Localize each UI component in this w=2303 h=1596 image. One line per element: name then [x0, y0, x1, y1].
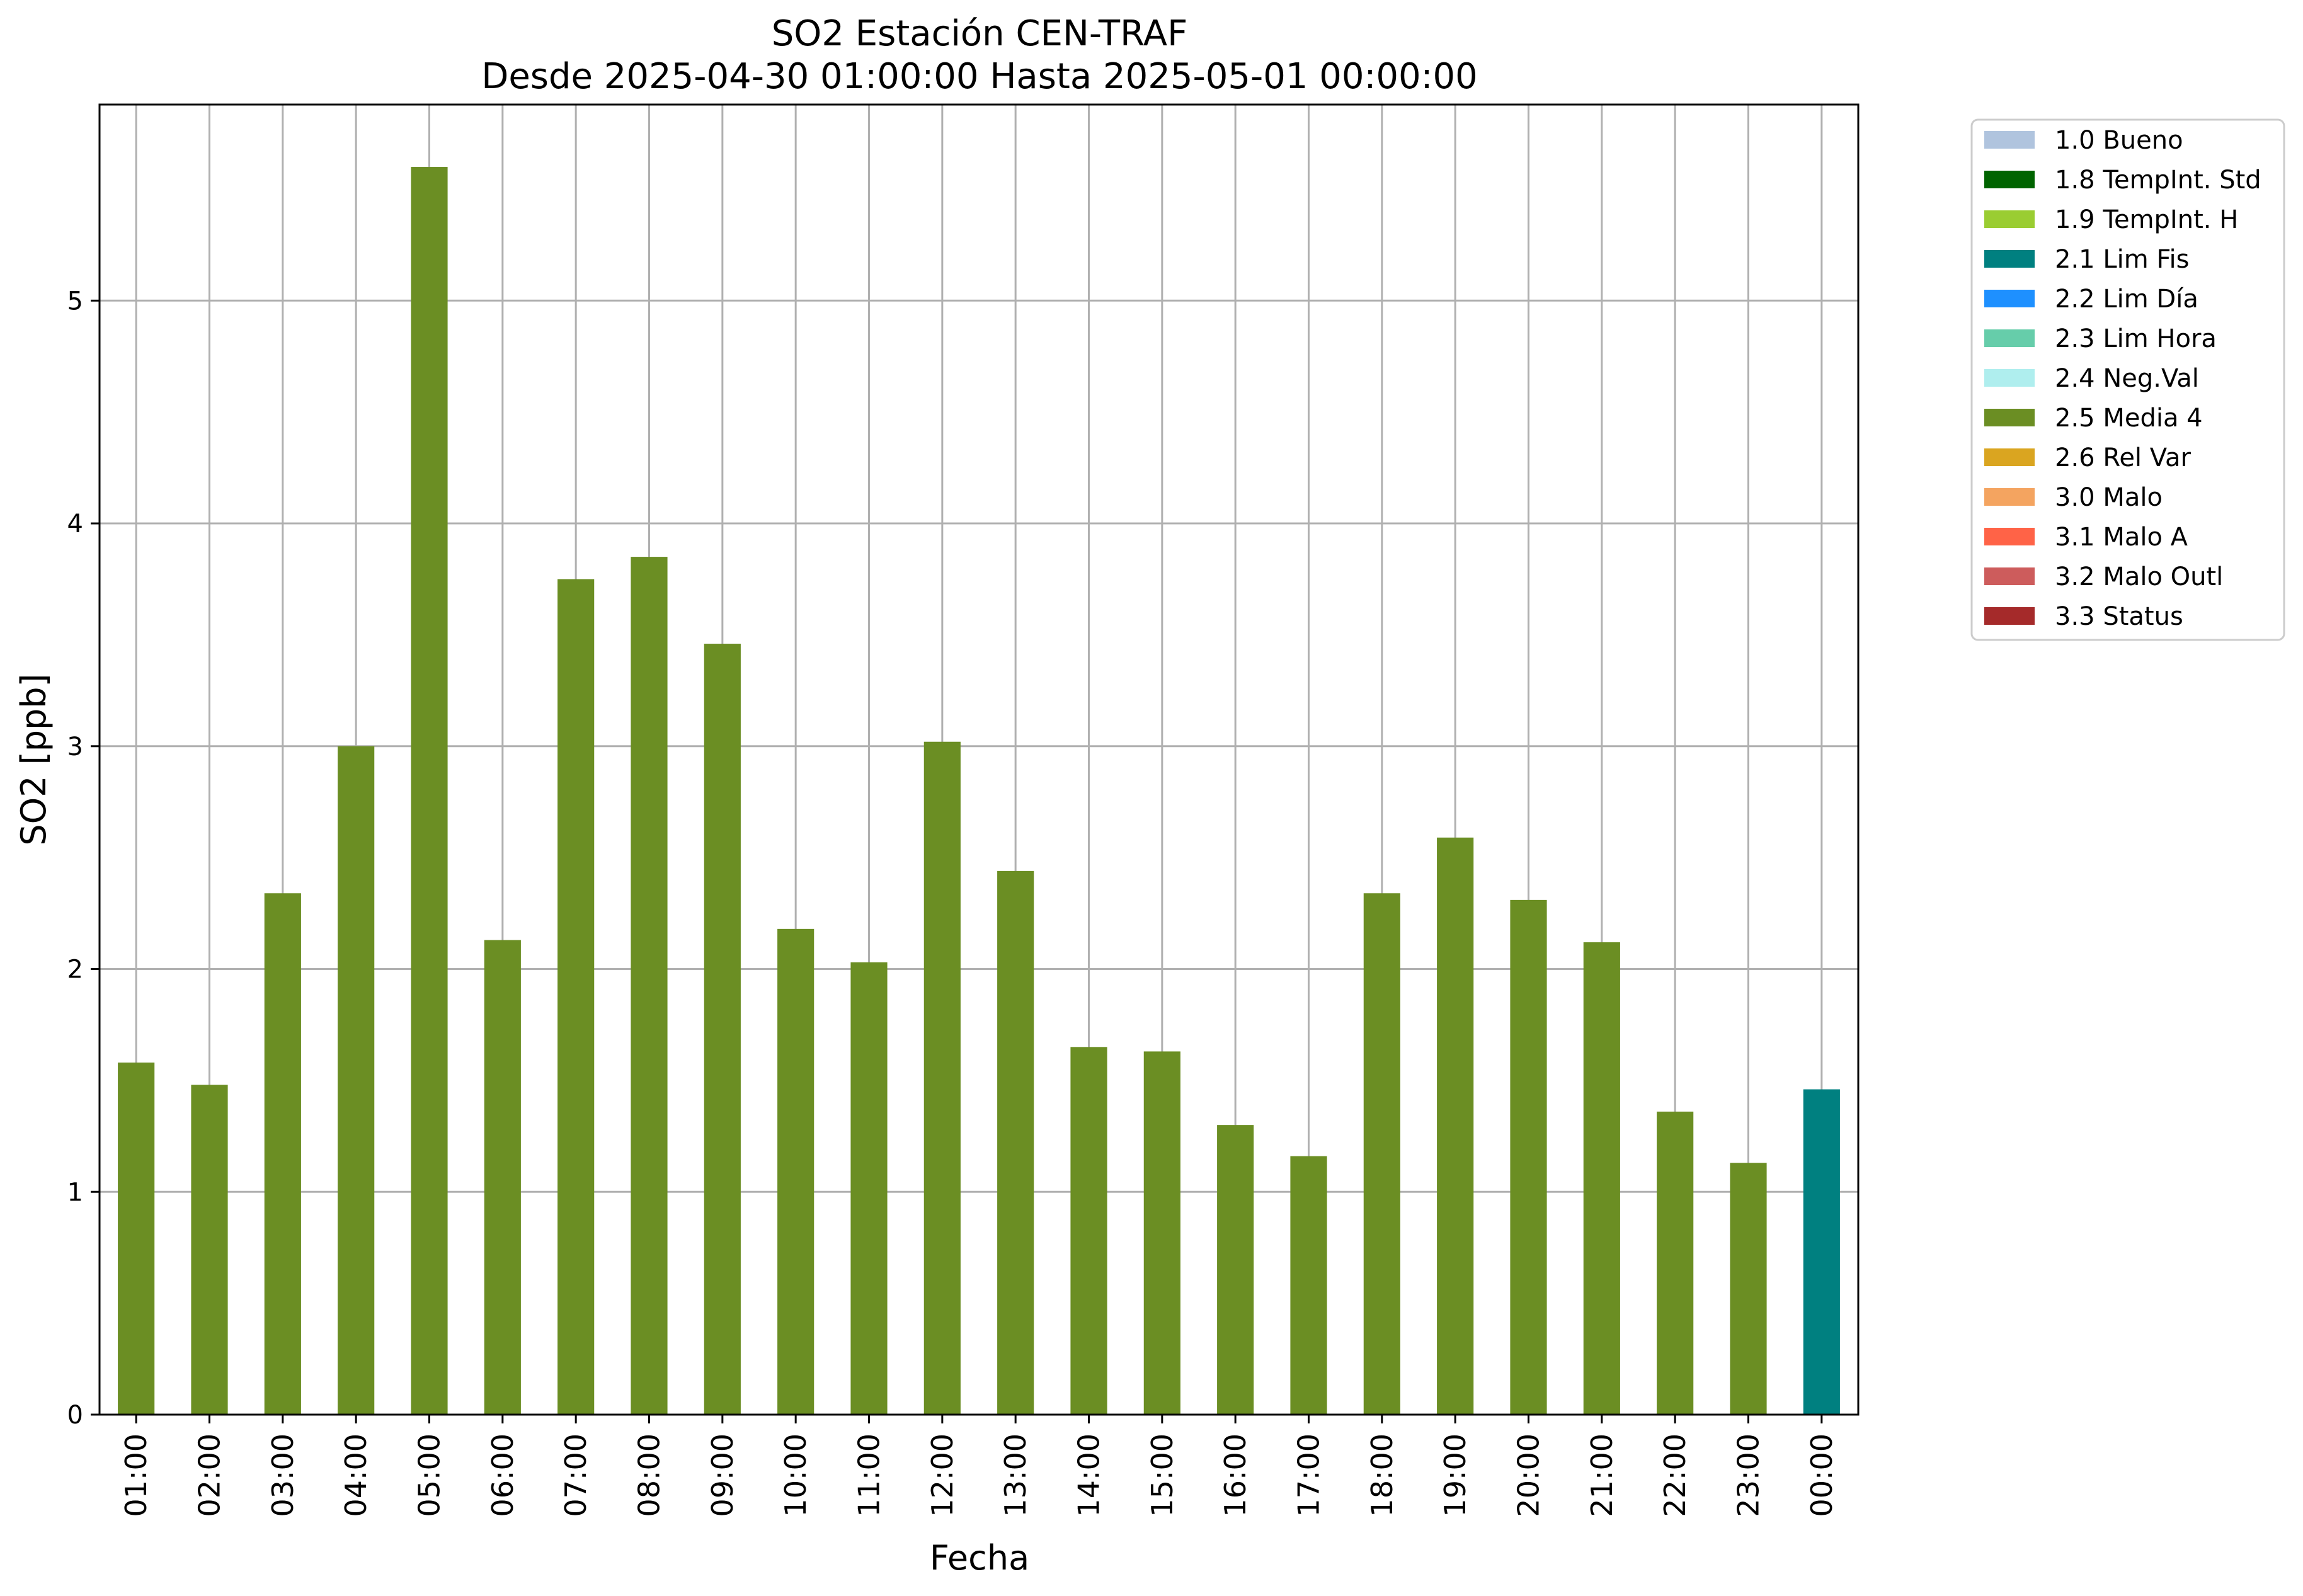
- y-tick-label: 2: [67, 955, 83, 984]
- legend-swatch: [1984, 567, 2035, 585]
- plot-frame: [98, 103, 1860, 1416]
- bar-1300: [997, 870, 1034, 1415]
- bar-1600: [1217, 1125, 1254, 1415]
- bar-1800: [1363, 893, 1400, 1415]
- chart-subtitle: Desde 2025-04-30 01:00:00 Hasta 2025-05-…: [481, 56, 1478, 97]
- legend-swatch: [1984, 607, 2035, 625]
- x-tick-label: 16:00: [1218, 1434, 1252, 1517]
- x-axis-label: Fecha: [930, 1538, 1029, 1578]
- bar-0600: [484, 940, 521, 1415]
- x-tick-label: 02:00: [193, 1434, 227, 1517]
- x-tick-label: 17:00: [1292, 1434, 1326, 1517]
- x-tick-label: 13:00: [998, 1434, 1032, 1517]
- bar-0000: [1803, 1089, 1840, 1415]
- y-tick-label: 0: [67, 1401, 83, 1430]
- bar-1100: [850, 962, 888, 1415]
- bar-2300: [1730, 1163, 1767, 1415]
- legend-swatch: [1984, 528, 2035, 545]
- bar-1400: [1070, 1047, 1107, 1415]
- bars-group: [118, 167, 1840, 1415]
- bar-0200: [191, 1085, 228, 1415]
- y-tick-label: 1: [67, 1178, 83, 1207]
- x-tick-label: 03:00: [266, 1434, 300, 1517]
- legend-swatch: [1984, 329, 2035, 347]
- x-tick-label: 22:00: [1658, 1434, 1692, 1517]
- y-tick-label: 3: [67, 732, 83, 761]
- legend-label: 2.1 Lim Fis: [2055, 245, 2189, 274]
- y-tick-label: 4: [67, 510, 83, 539]
- bar-1000: [777, 928, 814, 1415]
- legend-swatch: [1984, 488, 2035, 506]
- x-tick-label: 04:00: [339, 1434, 373, 1517]
- x-axis: 01:00 02:00 03:00 04:00 05:00 06:00 07:00 08:00…: [119, 1415, 1839, 1517]
- bar-0300: [264, 893, 301, 1415]
- legend-label: 1.0 Bueno: [2055, 126, 2183, 155]
- x-tick-label: 00:00: [1805, 1434, 1839, 1517]
- legend-label: 2.4 Neg.Val: [2055, 364, 2199, 393]
- x-tick-label: 01:00: [119, 1434, 153, 1517]
- legend-swatch: [1984, 409, 2035, 426]
- legend-swatch: [1984, 250, 2035, 268]
- legend-label: 2.2 Lim Día: [2055, 285, 2198, 314]
- x-tick-label: 07:00: [559, 1434, 593, 1517]
- x-tick-label: 18:00: [1365, 1434, 1399, 1517]
- x-tick-label: 12:00: [925, 1434, 959, 1517]
- x-tick-label: 20:00: [1512, 1434, 1546, 1517]
- x-tick-label: 11:00: [852, 1434, 886, 1517]
- x-tick-label: 14:00: [1072, 1434, 1106, 1517]
- legend-frame: [1970, 118, 2285, 641]
- legend-swatch: [1984, 131, 2035, 149]
- y-axis: 0 1 2 3 4 5: [67, 287, 100, 1430]
- bar-0700: [557, 579, 595, 1415]
- legend-label: 2.3 Lim Hora: [2055, 324, 2217, 353]
- bar-1200: [923, 741, 961, 1415]
- legend-label: 2.6 Rel Var: [2055, 443, 2192, 472]
- x-tick-label: 06:00: [486, 1434, 520, 1517]
- legend-label: 1.9 TempInt. H: [2055, 205, 2238, 234]
- x-tick-label: 09:00: [706, 1434, 740, 1517]
- legend-swatch: [1984, 290, 2035, 307]
- chart-title: SO2 Estación CEN-TRAF: [772, 13, 1188, 54]
- bar-0500: [411, 167, 448, 1415]
- x-tick-label: 05:00: [413, 1434, 447, 1517]
- legend-label: 1.8 TempInt. Std: [2055, 166, 2261, 195]
- bar-0100: [118, 1063, 155, 1415]
- bar-0400: [338, 746, 375, 1415]
- x-tick-label: 10:00: [779, 1434, 813, 1517]
- bar-2100: [1583, 942, 1620, 1415]
- legend-label: 3.3 Status: [2055, 602, 2183, 631]
- legend-swatch: [1984, 369, 2035, 387]
- bar-0800: [631, 557, 668, 1415]
- legend-swatch: [1984, 448, 2035, 466]
- x-tick-label: 21:00: [1585, 1434, 1619, 1517]
- x-tick-label: 19:00: [1438, 1434, 1472, 1517]
- bar-2200: [1657, 1111, 1694, 1415]
- legend: 1.0 Bueno 1.8 TempInt. Std 1.9 TempInt. H 2…: [1970, 118, 2285, 641]
- y-tick-label: 5: [67, 287, 83, 316]
- x-tick-label: 08:00: [632, 1434, 666, 1517]
- x-tick-label: 23:00: [1732, 1434, 1766, 1517]
- legend-label: 2.5 Media 4: [2055, 404, 2203, 433]
- bar-1700: [1290, 1156, 1327, 1415]
- bar-2000: [1510, 899, 1547, 1415]
- legend-label: 3.2 Malo Outl: [2055, 562, 2223, 591]
- x-tick-label: 15:00: [1145, 1434, 1179, 1517]
- bar-1900: [1437, 837, 1474, 1415]
- bar-1500: [1143, 1051, 1180, 1415]
- y-axis-label: SO2 [ppb]: [14, 673, 54, 845]
- legend-label: 3.1 Malo A: [2055, 523, 2188, 552]
- legend-swatch: [1984, 210, 2035, 228]
- legend-swatch: [1984, 171, 2035, 188]
- legend-label: 3.0 Malo: [2055, 483, 2163, 512]
- bar-0900: [704, 644, 741, 1415]
